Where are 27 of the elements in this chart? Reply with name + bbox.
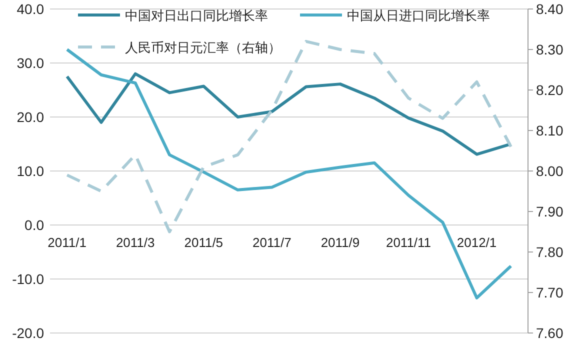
y-tick-label: 0.0 (24, 217, 44, 233)
y2-tick-label: 8.00 (536, 163, 564, 179)
y2-tick-label: 7.80 (536, 244, 564, 260)
y2-tick-label: 7.90 (536, 204, 564, 220)
y2-tick-label: 8.30 (536, 42, 564, 58)
x-tick-label: 2012/1 (456, 235, 497, 250)
x-tick-label: 2011/1 (48, 235, 86, 250)
legend-label: 人民币对日元汇率（右轴） (125, 40, 281, 55)
y2-tick-label: 8.20 (536, 82, 564, 98)
y2-tick-label: 8.10 (536, 122, 564, 138)
line-series (66, 40, 512, 234)
y-tick-label: 30.0 (16, 55, 44, 71)
y-tick-label: 20.0 (16, 109, 44, 125)
y-tick-label: -20.0 (12, 325, 44, 341)
x-tick-label: 2011/9 (320, 235, 360, 250)
legend-label: 中国对日出口同比增长率 (125, 8, 268, 23)
y-tick-label: 10.0 (16, 163, 44, 179)
x-tick-label: 2011/7 (252, 235, 292, 250)
y2-tick-label: 8.40 (536, 1, 564, 17)
x-tick-label: 2011/3 (116, 235, 155, 250)
x-tick-label: 2011/11 (386, 235, 432, 250)
y-tick-label: 40.0 (16, 1, 44, 17)
y2-tick-label: 7.70 (536, 284, 564, 300)
y-tick-label: -10.0 (12, 271, 44, 287)
y2-tick-label: 7.60 (536, 325, 564, 341)
x-tick-label: 2011/5 (184, 235, 224, 250)
legend-label: 中国从日进口同比增长率 (347, 8, 490, 23)
